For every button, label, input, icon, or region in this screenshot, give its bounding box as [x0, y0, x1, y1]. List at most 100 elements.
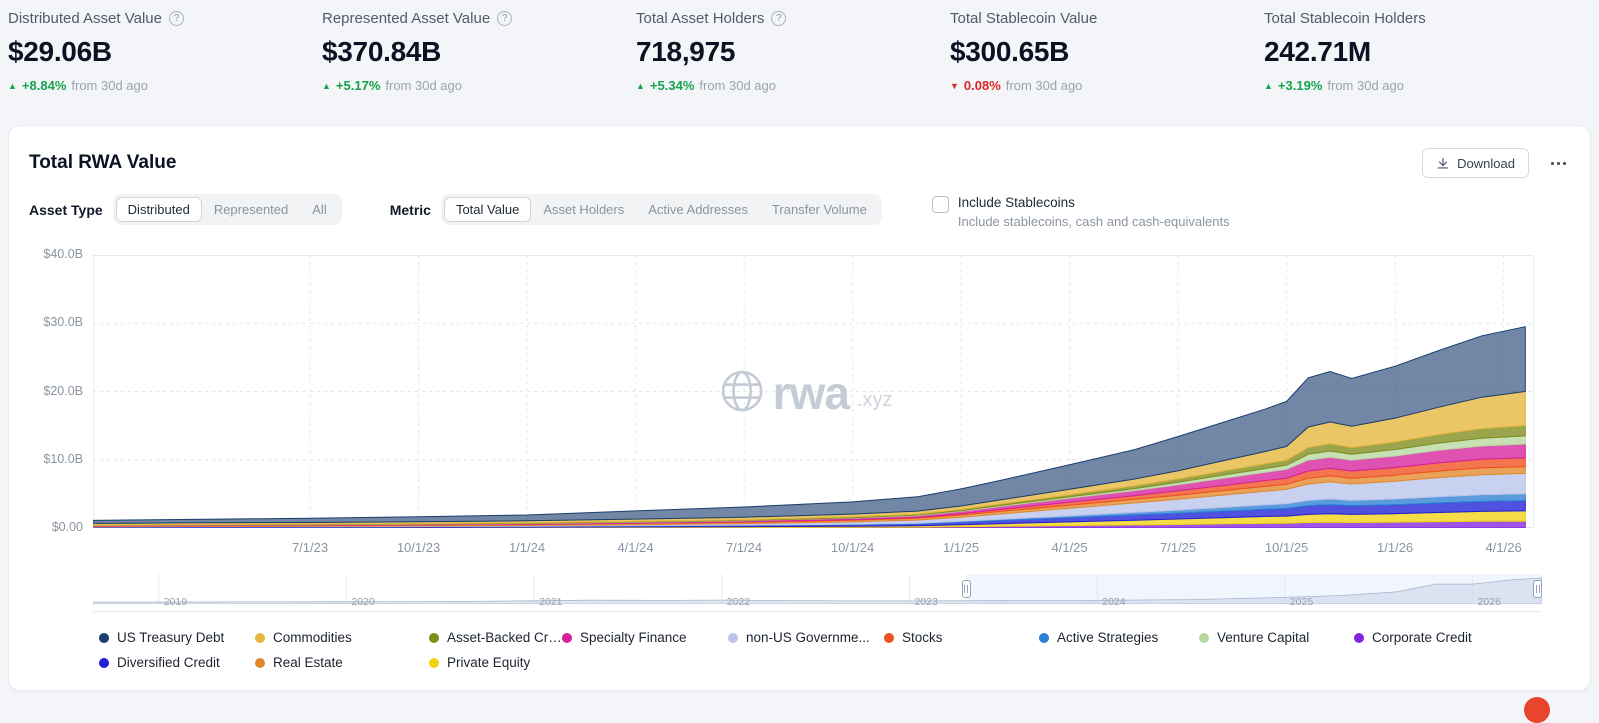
- x-axis-label: 1/1/26: [1377, 540, 1414, 555]
- include-stablecoins-label[interactable]: Include Stablecoins: [957, 195, 1075, 210]
- delta-percent: +3.19%: [1277, 78, 1323, 93]
- stat-value: 242.71M: [1264, 36, 1371, 67]
- commodities-legend-dot: [255, 632, 265, 643]
- x-axis-label: 10/1/25: [1264, 540, 1309, 555]
- download-button[interactable]: Download: [1422, 148, 1529, 178]
- x-axis-label: 7/1/24: [725, 540, 763, 555]
- delta-percent: +5.34%: [649, 78, 695, 93]
- x-axis-label: 10/1/24: [830, 540, 875, 555]
- brush-year-label: 2025: [1289, 596, 1314, 608]
- x-axis-label: 10/1/23: [396, 540, 441, 555]
- legend-item-venture_capital[interactable]: Venture Capital: [1199, 630, 1354, 645]
- stat-label: Total Stablecoin Value: [950, 10, 1098, 27]
- brush-year-label: 2021: [539, 596, 563, 608]
- include-stablecoins-sublabel: Include stablecoins, cash and cash-equiv…: [957, 214, 1230, 229]
- y-axis-label: $20.0B: [43, 383, 83, 398]
- active_strategies-legend-dot: [1039, 632, 1049, 643]
- help-icon[interactable]: ?: [497, 11, 513, 26]
- stat-label: Represented Asset Value: [322, 10, 491, 27]
- legend-item-active_strategies[interactable]: Active Strategies: [1039, 630, 1199, 645]
- timeline-brush[interactable]: 2019 2020 2021 2022 2023 2024 2025 2026: [93, 574, 1542, 612]
- legend-label: Asset-Backed Credit: [447, 630, 562, 645]
- stacked-area-chart[interactable]: [93, 255, 1534, 528]
- asset-type-segmented-control: Distributed Represented All: [112, 194, 342, 225]
- metric-option-active-addresses[interactable]: Active Addresses: [636, 197, 760, 222]
- legend-item-commodities[interactable]: Commodities: [255, 630, 429, 645]
- chart-legend: US Treasury Debt Commodities Asset-Backed …: [99, 630, 1570, 670]
- total-rwa-card: Total RWA Value Download Asset Type Dist…: [8, 125, 1591, 691]
- stat-block-total-stablecoin-value: Total Stablecoin Value $300.65B ▼ 0.08% from…: [950, 10, 1264, 93]
- asset-type-option-represented[interactable]: Represented: [202, 197, 300, 222]
- stat-block-distributed-asset-value: Distributed Asset Value? $29.06B ▲ +8.84% fr…: [8, 10, 322, 93]
- help-icon[interactable]: ?: [771, 11, 787, 26]
- brush-area: [93, 577, 1542, 604]
- x-axis-label: 7/1/25: [1160, 540, 1197, 555]
- delta-up-icon: ▲: [8, 80, 17, 91]
- stat-value: $370.84B: [322, 36, 442, 67]
- legend-item-stocks[interactable]: Stocks: [884, 630, 1039, 645]
- asset_backed_credit-legend-dot: [429, 632, 439, 643]
- metric-segmented-control: Total Value Asset Holders Active Addresses…: [440, 194, 882, 225]
- stat-value: $29.06B: [8, 36, 112, 67]
- legend-label: Diversified Credit: [117, 655, 220, 670]
- delta-percent: +5.17%: [335, 78, 381, 93]
- legend-item-non_us_government[interactable]: non-US Governme...: [728, 630, 884, 645]
- include-stablecoins-texts: Include Stablecoins Include stablecoins,…: [958, 195, 1230, 229]
- asset-type-group: Asset Type Distributed Represented All: [29, 194, 342, 225]
- delta-suffix: from 30d ago: [699, 78, 776, 93]
- asset-type-option-distributed[interactable]: Distributed: [115, 197, 202, 222]
- delta-up-icon: ▲: [322, 80, 331, 91]
- y-axis: $0.00 $10.0B $20.0B $30.0B $40.0B: [9, 247, 83, 534]
- delta-up-icon: ▲: [1264, 80, 1273, 91]
- legend-item-us_treasury_debt[interactable]: US Treasury Debt: [99, 630, 255, 645]
- private_equity-legend-dot: [429, 657, 439, 668]
- stat-delta: ▲ +5.17% from 30d ago: [322, 78, 636, 93]
- include-stablecoins-checkbox[interactable]: [931, 196, 949, 213]
- stat-label: Distributed Asset Value: [8, 10, 162, 27]
- delta-suffix: from 30d ago: [1005, 78, 1083, 93]
- brush-handle-right[interactable]: [1533, 580, 1542, 598]
- stat-value: $300.65B: [950, 36, 1070, 67]
- more-options-button[interactable]: [1547, 158, 1570, 169]
- delta-up-icon: ▲: [636, 80, 645, 91]
- delta-suffix: from 30d ago: [1327, 78, 1404, 93]
- brush-handle-left[interactable]: [961, 580, 971, 598]
- legend-label: non-US Governme...: [746, 630, 870, 645]
- stat-label: Total Asset Holders: [636, 10, 765, 27]
- card-header: Total RWA Value Download: [9, 126, 1590, 178]
- metric-option-asset-holders[interactable]: Asset Holders: [531, 197, 636, 222]
- legend-item-corporate_credit[interactable]: Corporate Credit: [1354, 630, 1570, 645]
- help-icon[interactable]: ?: [168, 11, 184, 26]
- legend-item-real_estate[interactable]: Real Estate: [255, 655, 429, 670]
- brush-year-label: 2019: [163, 596, 188, 608]
- venture_capital-legend-dot: [1199, 632, 1209, 643]
- stat-value: 718,975: [636, 36, 736, 67]
- specialty_finance-legend-dot: [562, 632, 572, 643]
- stats-bar: Distributed Asset Value? $29.06B ▲ +8.84% fr…: [0, 0, 1599, 93]
- metric-option-total-value[interactable]: Total Value: [443, 197, 532, 222]
- brush-mini-chart[interactable]: [93, 574, 1542, 604]
- legend-item-private_equity[interactable]: Private Equity: [429, 655, 562, 670]
- legend-label: Commodities: [273, 630, 352, 645]
- metric-option-transfer-volume[interactable]: Transfer Volume: [760, 197, 879, 222]
- chart-plot-area[interactable]: $0.00 $10.0B $20.0B $30.0B $40.0B rwa .xyz: [43, 247, 1534, 534]
- brush-year-label: 2024: [1102, 596, 1126, 608]
- card-title: Total RWA Value: [29, 152, 177, 173]
- x-axis-label: 7/1/23: [291, 540, 329, 555]
- legend-item-specialty_finance[interactable]: Specialty Finance: [562, 630, 728, 645]
- brush-year-label: 2020: [351, 596, 375, 608]
- asset-type-option-all[interactable]: All: [300, 197, 338, 222]
- legend-label: Corporate Credit: [1372, 630, 1472, 645]
- y-axis-label: $40.0B: [43, 247, 83, 261]
- stat-block-total-asset-holders: Total Asset Holders? 718,975 ▲ +5.34% from 3…: [636, 10, 950, 93]
- x-axis-label: 4/1/26: [1485, 540, 1522, 555]
- delta-percent: 0.08%: [963, 78, 1001, 93]
- legend-item-diversified_credit[interactable]: Diversified Credit: [99, 655, 255, 670]
- stat-block-represented-asset-value: Represented Asset Value? $370.84B ▲ +5.17% f…: [322, 10, 636, 93]
- header-actions: Download: [1422, 148, 1570, 178]
- stat-block-total-stablecoin-holders: Total Stablecoin Holders 242.71M ▲ +3.19% fr…: [1264, 10, 1578, 93]
- delta-suffix: from 30d ago: [71, 78, 148, 93]
- stat-delta: ▼ 0.08% from 30d ago: [950, 78, 1264, 93]
- legend-item-asset_backed_credit[interactable]: Asset-Backed Credit: [429, 630, 562, 645]
